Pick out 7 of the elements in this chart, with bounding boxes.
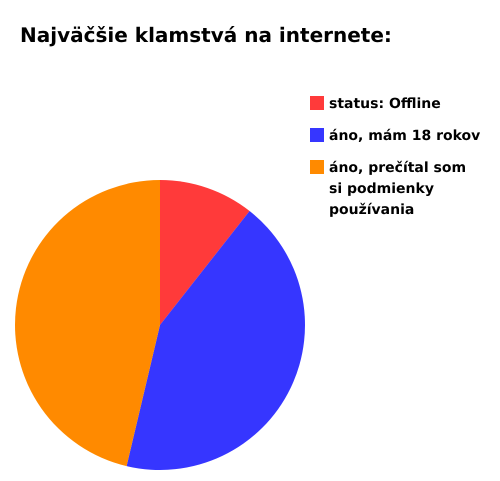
pie-slice xyxy=(160,180,250,325)
legend-label: áno, prečítal som si podmienky používania xyxy=(329,160,466,218)
pie-slice xyxy=(126,210,305,470)
legend-label: áno, mám 18 rokov xyxy=(329,128,480,144)
chart-title: Najväčšie klamstvá na internete: xyxy=(20,23,392,47)
pie-slice xyxy=(15,180,160,466)
legend-label: status: Offline xyxy=(329,96,441,112)
